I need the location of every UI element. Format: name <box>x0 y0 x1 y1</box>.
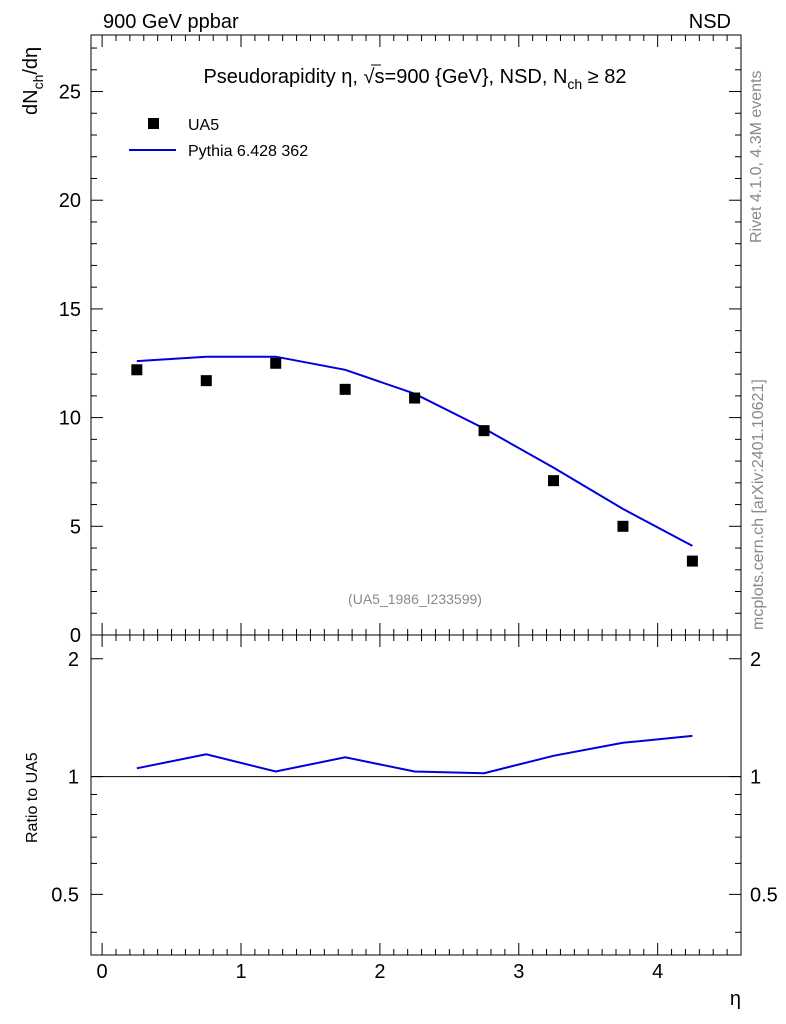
ua5-data-point <box>339 383 351 395</box>
main-y-tick-labels: 0 5 10 15 20 25 <box>59 82 81 647</box>
ratio-ytick-label-right: 2 <box>750 649 761 671</box>
ua5-data-point <box>270 357 282 369</box>
ylabel-a: dN <box>20 89 42 115</box>
x-tick-label: 0 <box>97 961 108 983</box>
main-axis-ticks <box>91 35 741 636</box>
ratio-ytick-label-left: 0.5 <box>51 884 79 906</box>
header-left: 900 GeV ppbar <box>103 11 239 33</box>
x-tick-label: 4 <box>652 961 663 983</box>
title-main: Pseudorapidity η, <box>203 66 363 88</box>
ratio-y-tick-labels: 0.5 0.5 1 1 2 2 <box>51 649 778 907</box>
ua5-data-point <box>617 520 629 532</box>
x-tick-label: 1 <box>235 961 246 983</box>
plot-title: Pseudorapidity η, √s=900 {GeV}, NSD, Nch… <box>203 66 626 92</box>
ratio-ytick-label-right: 1 <box>750 767 761 789</box>
ua5-data-points <box>131 357 698 567</box>
ua5-data-point <box>409 392 421 404</box>
title-sub: ch <box>567 76 582 92</box>
mcplots-credit-text: mcplots.cern.ch [arXiv:2401.10621] <box>750 379 767 630</box>
ua5-data-point <box>200 375 212 387</box>
main-ytick-label: 10 <box>59 408 81 430</box>
main-ytick-label: 5 <box>70 516 81 538</box>
ratio-y-axis-label: Ratio to UA5 <box>24 752 41 843</box>
main-ytick-label: 0 <box>70 625 81 647</box>
main-y-axis-label: dNch/dη <box>20 47 46 115</box>
x-tick-labels: 0 1 2 3 4 <box>97 961 664 983</box>
ua5-data-point <box>478 425 490 437</box>
x-axis-label: η <box>730 988 741 1010</box>
ratio-ytick-label-left: 2 <box>68 649 79 671</box>
legend-marker-ua5 <box>148 118 159 129</box>
ratio-plot-frame <box>90 634 742 956</box>
rivet-version-text: Rivet 4.1.0, 4.3M events <box>748 70 765 243</box>
ua5-data-point <box>131 364 143 376</box>
title-tail: ≥ 82 <box>582 66 626 88</box>
ylabel-b: /dη <box>20 47 42 75</box>
ua5-data-point <box>686 555 698 567</box>
main-ytick-label: 25 <box>59 82 81 104</box>
header-right: NSD <box>689 11 731 33</box>
ratio-ytick-label-right: 0.5 <box>750 884 778 906</box>
legend-label-ua5: UA5 <box>188 117 219 134</box>
ratio-ytick-label-left: 1 <box>68 767 79 789</box>
pythia-series-line <box>136 355 693 547</box>
ratio-series-line <box>136 734 693 775</box>
analysis-id: (UA5_1986_I233599) <box>348 591 482 607</box>
legend-label-pythia: Pythia 6.428 362 <box>188 143 308 160</box>
x-tick-label: 3 <box>513 961 524 983</box>
ua5-data-point <box>548 475 559 487</box>
main-ytick-label: 15 <box>59 299 81 321</box>
main-ytick-label: 20 <box>59 190 81 212</box>
x-tick-label: 2 <box>374 961 385 983</box>
title-after-sqrt: s=900 {GeV}, NSD, N <box>375 66 568 88</box>
ylabel-sub: ch <box>30 75 46 90</box>
title-sqrt: √ <box>364 66 375 88</box>
ratio-axis-ticks <box>91 635 741 955</box>
